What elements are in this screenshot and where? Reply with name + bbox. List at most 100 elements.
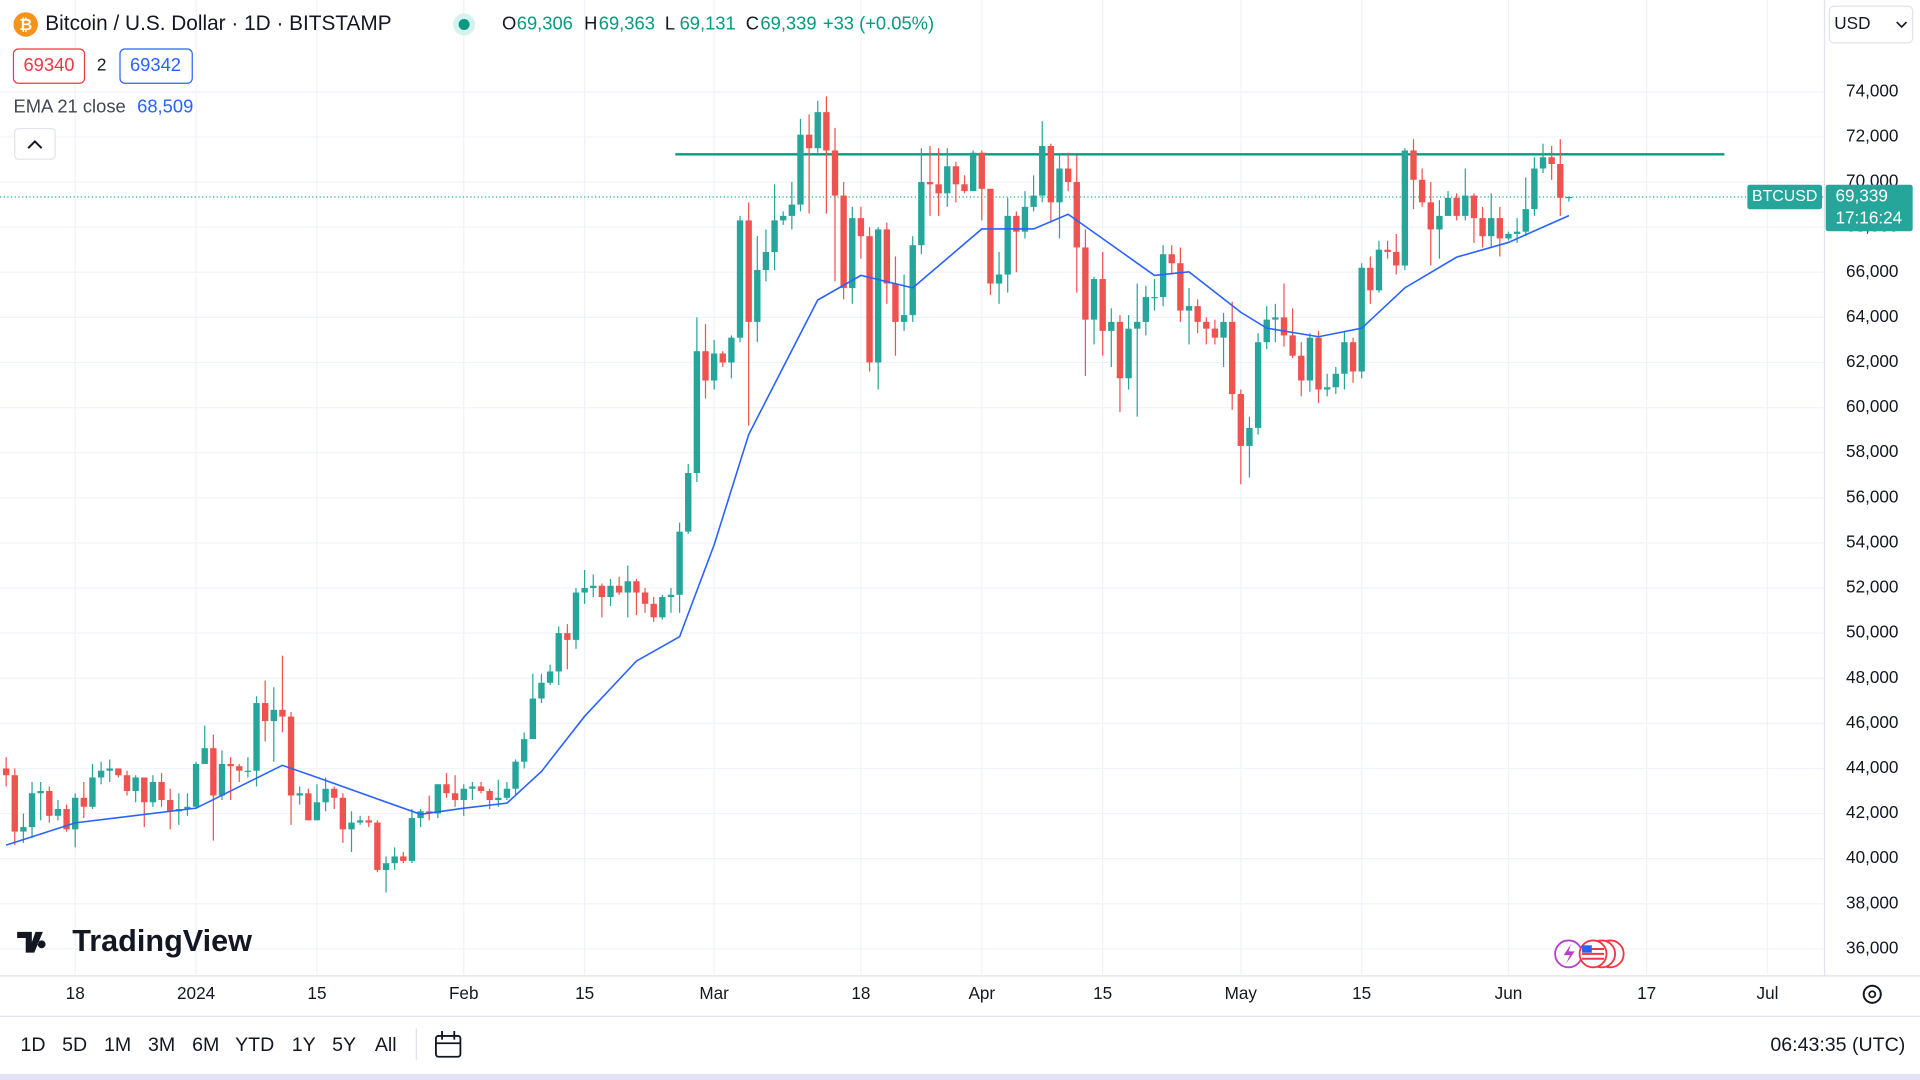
candle-body (374, 822, 381, 870)
candle-body (900, 315, 908, 322)
x-tick-label: Feb (449, 983, 479, 1003)
ohlc-label: C (746, 12, 759, 33)
candle-body (849, 218, 856, 289)
candle-body (339, 797, 347, 830)
candle-body (261, 703, 269, 722)
candle-body (227, 763, 234, 767)
candle-body (287, 716, 295, 796)
candle-body (1306, 337, 1314, 381)
candle-body (305, 793, 312, 821)
candle-body (1030, 195, 1037, 207)
candle-body (659, 597, 666, 618)
candle-body (685, 472, 692, 532)
candle-body (236, 766, 243, 771)
candle-body (831, 150, 839, 196)
collapse-chevron (27, 140, 43, 149)
candle-body (1185, 306, 1193, 311)
candle-body (1384, 249, 1391, 252)
candle-body (1082, 247, 1089, 320)
candle-body (348, 822, 355, 830)
candle-body (1522, 209, 1529, 232)
candle-body (1280, 317, 1288, 336)
y-tick-label: 58,000 (1846, 441, 1898, 461)
candle-body (322, 788, 329, 803)
market-status-dot[interactable] (458, 18, 470, 30)
x-tick-label: 2024 (177, 983, 216, 1003)
y-tick-label: 62,000 (1846, 351, 1898, 371)
ohlc-value: 69,131 (680, 12, 736, 33)
timeframe-button[interactable]: 1D (21, 1034, 46, 1056)
candle-body (201, 748, 208, 764)
x-tick-label: 15 (575, 983, 594, 1003)
candle-body (253, 703, 260, 771)
candle-body (184, 806, 191, 810)
candle-body (564, 633, 571, 640)
candle-body (486, 791, 493, 801)
settings-icon-center (1868, 990, 1877, 999)
timeframe-button[interactable]: 5D (62, 1034, 87, 1056)
candle-body (1272, 317, 1279, 320)
candle-body (1332, 373, 1339, 388)
candle-body (555, 633, 562, 672)
candle-body (1401, 150, 1409, 266)
candle-body (538, 682, 545, 699)
ohlc-value: 69,339 (760, 12, 816, 33)
candle-body (1246, 427, 1253, 446)
currency: USD (1834, 13, 1870, 33)
bottom-strip (0, 1073, 1920, 1080)
clock[interactable]: 06:43:35 (UTC) (1770, 1034, 1905, 1056)
x-tick-label: 18 (66, 983, 85, 1003)
timeframe-button[interactable]: All (375, 1034, 397, 1056)
candle-body (1531, 168, 1538, 210)
candle-body (132, 777, 139, 792)
y-tick-label: 50,000 (1846, 622, 1898, 642)
timeframe-button[interactable]: 6M (192, 1034, 219, 1056)
candle-body (1289, 335, 1296, 356)
candle-body (1358, 267, 1365, 372)
candle-body (1090, 279, 1098, 320)
plot-area (0, 0, 1825, 975)
candle-body (1488, 218, 1495, 237)
candle-body (512, 761, 519, 789)
buy-button[interactable] (119, 48, 193, 84)
candle-body (1505, 233, 1512, 239)
sell-button[interactable] (12, 48, 86, 84)
candle-body (391, 856, 398, 864)
currency-select[interactable] (1828, 5, 1914, 44)
candle-body (909, 245, 916, 316)
candle-body (1315, 337, 1322, 390)
candle-body (434, 784, 442, 814)
candle-body (892, 283, 899, 322)
y-tick-label: 74,000 (1846, 80, 1898, 100)
settings-icon[interactable] (1862, 984, 1882, 1004)
y-tick-label: 52,000 (1846, 577, 1898, 597)
candle-body (158, 781, 165, 801)
candle-body (1557, 164, 1564, 198)
date-range-icon[interactable] (435, 1035, 462, 1058)
collapse-button[interactable] (14, 127, 56, 160)
candle-body (1462, 195, 1469, 216)
candle-body (1349, 342, 1357, 372)
candle-body (572, 592, 580, 640)
candle-body (2, 768, 10, 776)
symbol-title[interactable]: Bitcoin / U.S. Dollar · 1D · BITSTAMP (45, 12, 391, 35)
candle-body (11, 775, 18, 832)
timeframe-button[interactable]: 1M (104, 1034, 131, 1056)
candle-body (1220, 321, 1227, 338)
candle-body (1203, 321, 1210, 329)
candle-body (1393, 251, 1400, 266)
timeframe-button[interactable]: YTD (235, 1034, 274, 1056)
timeframe-button[interactable]: 3M (148, 1034, 175, 1056)
timeframe-button[interactable]: 1Y (292, 1034, 316, 1056)
candle-body (797, 134, 804, 205)
candle-body (1159, 254, 1167, 298)
candle-body (123, 775, 131, 792)
candle-body (1142, 297, 1150, 322)
indicator-label[interactable]: EMA 21 close (13, 96, 125, 117)
timeframe-button[interactable]: 5Y (332, 1034, 356, 1056)
candle-body (1341, 342, 1348, 374)
y-tick-label: 64,000 (1846, 306, 1898, 326)
logo-text[interactable]: TradingView (72, 924, 252, 958)
x-tick-label: Jul (1757, 983, 1779, 1003)
candle-body (529, 698, 536, 740)
